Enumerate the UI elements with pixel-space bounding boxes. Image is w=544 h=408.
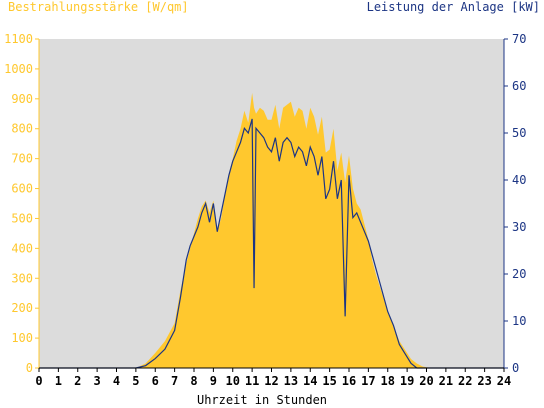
- x-tick-label: 3: [94, 374, 101, 388]
- x-tick-label: 7: [171, 374, 178, 388]
- x-tick-label: 2: [74, 374, 81, 388]
- left-tick-label: 100: [11, 331, 33, 345]
- x-tick-label: 24: [497, 374, 511, 388]
- x-tick-label: 4: [113, 374, 120, 388]
- right-tick-label: 10: [512, 314, 526, 328]
- x-tick-label: 21: [439, 374, 453, 388]
- power-line: [39, 118, 504, 369]
- x-tick-label: 15: [322, 374, 336, 388]
- x-tick-label: 9: [210, 374, 217, 388]
- power-line-layer: [39, 118, 504, 369]
- right-tick-label: 30: [512, 220, 526, 234]
- right-tick-label: 60: [512, 79, 526, 93]
- left-tick-label: 900: [11, 92, 33, 106]
- x-tick-label: 19: [400, 374, 414, 388]
- ticks-layer: 0100200300400500600700800900100011000102…: [4, 32, 526, 388]
- x-tick-label: 1: [55, 374, 62, 388]
- x-axis-label: Uhrzeit in Stunden: [196, 393, 328, 407]
- x-tick-label: 23: [477, 374, 491, 388]
- x-tick-label: 22: [458, 374, 472, 388]
- x-tick-label: 17: [361, 374, 375, 388]
- x-tick-label: 0: [35, 374, 42, 388]
- right-tick-label: 50: [512, 126, 526, 140]
- right-tick-label: 20: [512, 267, 526, 281]
- left-tick-label: 600: [11, 182, 33, 196]
- irradiance-area-layer: [135, 92, 437, 368]
- left-tick-label: 500: [11, 211, 33, 225]
- left-tick-label: 400: [11, 241, 33, 255]
- x-tick-label: 8: [190, 374, 197, 388]
- x-tick-label: 10: [226, 374, 240, 388]
- x-tick-label: 11: [245, 374, 259, 388]
- irradiance-area: [135, 92, 437, 368]
- x-tick-label: 20: [419, 374, 433, 388]
- left-tick-label: 800: [11, 122, 33, 136]
- right-tick-label: 40: [512, 173, 526, 187]
- left-tick-label: 1000: [4, 62, 33, 76]
- x-tick-label: 18: [381, 374, 395, 388]
- left-tick-label: 300: [11, 271, 33, 285]
- left-tick-label: 0: [26, 361, 33, 375]
- right-tick-label: 70: [512, 32, 526, 46]
- x-tick-label: 6: [152, 374, 159, 388]
- left-tick-label: 200: [11, 301, 33, 315]
- x-tick-label: 12: [264, 374, 278, 388]
- x-tick-label: 16: [342, 374, 356, 388]
- left-tick-label: 700: [11, 152, 33, 166]
- left-tick-label: 1100: [4, 32, 33, 46]
- right-tick-label: 0: [512, 361, 519, 375]
- x-tick-label: 14: [303, 374, 317, 388]
- x-tick-label: 5: [132, 374, 139, 388]
- right-axis-title: Leistung der Anlage [kW]: [366, 0, 540, 14]
- x-tick-label: 13: [284, 374, 298, 388]
- left-axis-title: Bestrahlungsstärke [W/qm]: [8, 0, 189, 14]
